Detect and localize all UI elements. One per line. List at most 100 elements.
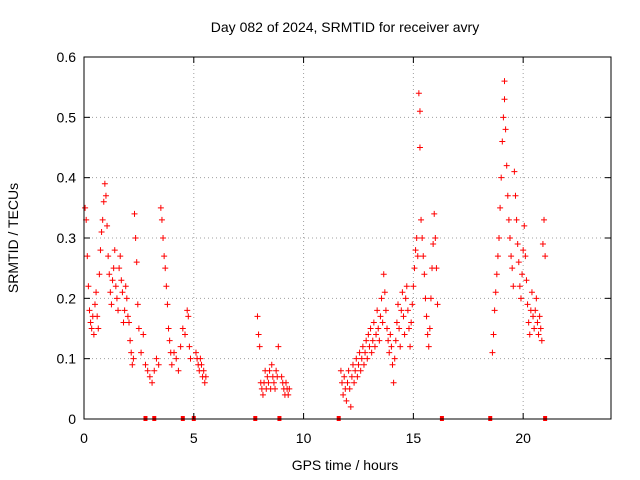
data-point — [173, 355, 180, 362]
data-point — [416, 108, 423, 115]
data-point — [348, 373, 355, 380]
data-point — [374, 307, 381, 314]
x-tick-label: 5 — [190, 430, 198, 446]
x-tick-label: 15 — [406, 430, 422, 446]
data-point — [134, 301, 141, 308]
data-point — [499, 138, 506, 145]
data-point — [344, 379, 351, 386]
data-point — [124, 313, 131, 320]
data-point — [168, 361, 175, 368]
data-point — [410, 283, 417, 290]
data-point — [364, 355, 371, 362]
data-point — [497, 204, 504, 211]
data-point — [106, 271, 113, 278]
data-point — [427, 295, 434, 302]
data-point — [515, 259, 522, 266]
data-point — [542, 253, 549, 260]
data-point — [402, 295, 409, 302]
data-point — [140, 331, 147, 338]
data-point — [408, 319, 415, 326]
data-point — [393, 319, 400, 326]
data-point — [118, 277, 125, 284]
data-point — [369, 337, 376, 344]
data-point — [404, 307, 411, 314]
data-point — [489, 349, 496, 356]
data-point — [259, 391, 266, 398]
data-point — [273, 367, 280, 374]
data-point — [117, 253, 124, 260]
data-point — [377, 313, 384, 320]
data-point — [506, 235, 513, 241]
data-point — [162, 265, 169, 272]
data-point — [385, 337, 392, 344]
data-point — [98, 228, 105, 235]
data-point — [142, 361, 149, 368]
data-point — [531, 325, 538, 332]
data-point — [422, 295, 429, 302]
data-point — [352, 367, 359, 374]
data-point — [87, 319, 94, 326]
data-point — [96, 271, 103, 278]
data-point — [511, 168, 518, 175]
data-point — [491, 307, 498, 314]
data-point — [407, 343, 414, 350]
data-point — [520, 247, 527, 254]
data-point — [340, 391, 347, 398]
data-point — [525, 319, 532, 326]
data-point — [201, 379, 208, 386]
data-point — [396, 325, 403, 332]
x-axis: 0 5 10 15 20 — [80, 57, 531, 446]
y-tick-label: 0.1 — [57, 351, 77, 367]
data-point — [135, 325, 142, 332]
data-point — [171, 349, 178, 356]
data-point — [421, 271, 428, 278]
data-point — [493, 271, 500, 278]
data-point — [255, 331, 262, 338]
data-point — [501, 78, 508, 85]
data-point — [498, 174, 505, 181]
data-point — [514, 241, 521, 248]
data-point — [501, 96, 508, 103]
data-point — [275, 343, 282, 350]
data-point — [107, 289, 114, 296]
data-point — [353, 355, 360, 362]
data-point — [533, 295, 540, 302]
data-point — [91, 301, 98, 308]
data-point — [272, 385, 279, 392]
data-point — [129, 361, 136, 368]
data-point — [130, 355, 137, 362]
data-point — [496, 235, 503, 241]
data-point — [535, 331, 542, 338]
data-point — [403, 283, 410, 290]
data-point — [337, 367, 344, 374]
data-point — [378, 295, 385, 302]
data-point — [254, 313, 261, 320]
data-point — [524, 301, 531, 308]
data-point — [494, 253, 501, 260]
data-point — [175, 367, 182, 374]
data-point — [519, 271, 526, 278]
data-point — [509, 265, 516, 272]
data-point — [192, 349, 199, 356]
data-point — [123, 295, 130, 302]
data-point — [390, 379, 397, 386]
data-point — [400, 313, 407, 320]
data-point — [101, 180, 108, 187]
data-point — [111, 247, 118, 254]
data-point — [534, 319, 541, 326]
data-point — [126, 319, 133, 326]
data-point — [368, 349, 375, 356]
data-point — [360, 361, 367, 368]
data-point — [538, 337, 545, 344]
data-point — [418, 216, 425, 223]
data-point — [266, 367, 273, 374]
data-point — [392, 337, 399, 344]
data-point — [391, 355, 398, 362]
data-point — [84, 253, 91, 260]
data-point — [354, 373, 361, 380]
data-point — [113, 295, 120, 302]
data-point — [202, 373, 209, 380]
data-point — [365, 331, 372, 338]
data-point — [375, 325, 382, 332]
y-tick-label: 0.3 — [57, 230, 77, 246]
